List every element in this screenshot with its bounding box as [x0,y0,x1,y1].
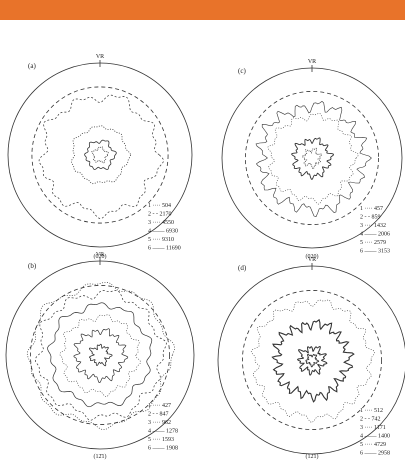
direction-label: VR [96,54,104,60]
legend-entry: 2 - - 847 [148,412,169,418]
legend-entry: 5 ···· 4729 [360,442,386,448]
legend-entry: 1 ···· 512 [360,408,383,414]
legend-entry: 3 ···· 962 [148,420,171,426]
legend-entry: 4 —— 1278 [148,429,178,435]
direction-label: VR [308,257,316,263]
contour [271,318,355,403]
contour [250,299,375,423]
direction-label: VR [96,252,104,258]
reference-circle [244,91,379,225]
contour [255,101,372,217]
legend-entry: 3 ···· 4550 [148,220,174,226]
contour [296,345,328,376]
contour [291,137,334,180]
legend-entry: 2 - - 742 [360,417,381,423]
reference-circle [242,290,382,430]
contour [73,328,129,383]
legend-entry: 6 —— 3153 [360,249,390,255]
contour [91,146,109,164]
legend-entry: 4 —— 2006 [360,232,390,238]
contour [84,139,117,170]
legend-entry: 2 - - 2170 [148,212,172,218]
direction-label: VR [308,59,316,65]
legend-entry: 5 ···· 9310 [148,237,174,243]
contour [34,290,167,421]
contour [70,125,131,185]
legend-entry: 6 —— 1908 [148,446,178,452]
reference-circle [31,86,169,224]
legend-entry: 4 —— 1400 [360,434,390,440]
top-bar [0,0,405,20]
legend-entry: 1 ···· 427 [148,403,171,409]
panel-label: (a) [28,62,36,70]
legend-entry: 2 - - 859 [360,215,381,221]
panel-label: (d) [238,264,247,272]
contour [26,281,175,430]
contour [301,147,323,170]
contour [47,302,153,408]
reference-circle [30,285,170,425]
contour [38,94,164,219]
outer-circle [221,67,403,249]
legend-entry: 5 ···· 2579 [360,240,386,246]
contour [305,353,320,368]
panel-caption: (12̄1) [306,453,319,460]
legend-entry: 3 ···· 1432 [360,223,386,229]
panel-label: (c) [238,67,246,75]
legend-entry: 6 —— 2958 [360,451,390,457]
legend-entry: 4 —— 6930 [148,229,178,235]
panel-caption: (020) [94,253,107,260]
panel-label: (b) [28,262,37,270]
contour [88,343,113,367]
panel-caption: (020) [306,253,319,260]
legend-entry: 6 —— 11690 [148,246,181,252]
legend-entry: 1 ···· 457 [360,206,383,212]
legend-entry: 5 ···· 1593 [148,437,174,443]
panel-caption: (12̄1) [94,453,107,460]
contour [267,113,359,205]
legend-entry: 1 ···· 504 [148,203,171,209]
legend-entry: 3 ···· 1171 [360,425,386,431]
contour [59,314,141,398]
